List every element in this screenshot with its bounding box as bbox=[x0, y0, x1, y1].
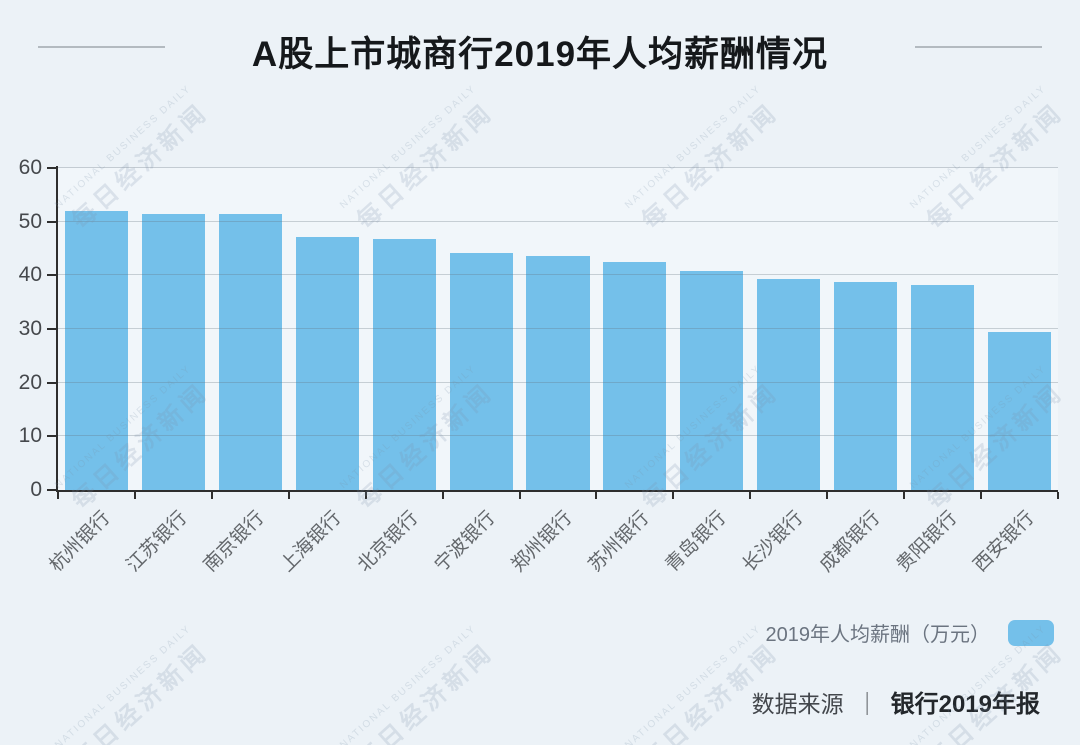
watermark-text-cn: 每日经济新闻 bbox=[67, 638, 215, 745]
bar-slot bbox=[58, 168, 135, 490]
watermark-text-en: NATIONAL BUSINESS DAILY bbox=[623, 622, 764, 745]
x-tick-mark bbox=[441, 492, 444, 499]
y-tick-label: 10 bbox=[18, 424, 42, 448]
y-tick-label: 0 bbox=[30, 478, 42, 501]
source-separator: ｜ bbox=[855, 690, 879, 717]
y-tick-mark bbox=[47, 220, 56, 223]
y-tick-mark bbox=[47, 381, 56, 384]
y-tick-mark bbox=[47, 489, 56, 491]
x-axis-label: 北京银行 bbox=[353, 507, 423, 577]
x-axis-label: 郑州银行 bbox=[507, 507, 577, 577]
y-tick-label: 30 bbox=[18, 317, 42, 340]
bar bbox=[526, 256, 590, 490]
x-axis-label: 宁波银行 bbox=[430, 507, 500, 577]
bar-series bbox=[58, 168, 1058, 490]
source-prefix: 数据来源 bbox=[751, 690, 844, 717]
bar bbox=[834, 281, 898, 490]
title-row: A股上市城商行2019年人均薪酬情况 bbox=[0, 26, 1080, 74]
bar bbox=[64, 210, 128, 490]
bar-slot bbox=[366, 168, 443, 490]
x-tick-mark bbox=[210, 492, 213, 499]
data-source: 数据来源 ｜ 银行2019年报 bbox=[752, 684, 1040, 719]
x-axis-label: 苏州银行 bbox=[584, 507, 654, 577]
bar bbox=[680, 271, 744, 490]
bar-slot bbox=[827, 168, 904, 490]
x-tick-mark bbox=[903, 492, 906, 499]
bar bbox=[295, 237, 359, 490]
x-axis-label: 长沙银行 bbox=[738, 507, 808, 577]
x-tick-mark bbox=[1057, 492, 1059, 499]
x-axis-labels: 杭州银行 江苏银行 南京银行 上海银行 北京银行 宁波银行 郑州银行 苏州银行 青岛银行 长沙银行… bbox=[46, 500, 1058, 600]
bar bbox=[449, 253, 513, 490]
bar-slot bbox=[135, 168, 212, 490]
y-tick-mark bbox=[47, 167, 56, 169]
x-tick-mark bbox=[364, 492, 367, 499]
title-decor-line-left bbox=[38, 46, 165, 48]
bar bbox=[757, 279, 821, 490]
bar-slot bbox=[289, 168, 366, 490]
watermark-text-en: NATIONAL BUSINESS DAILY bbox=[53, 622, 194, 745]
legend-swatch bbox=[1008, 619, 1054, 646]
legend: 2019年人均薪酬（万元） bbox=[765, 618, 1054, 647]
plot-area bbox=[47, 166, 1059, 499]
x-tick-mark bbox=[57, 492, 59, 499]
x-axis-label: 青岛银行 bbox=[661, 507, 731, 577]
bar-slot bbox=[596, 168, 673, 490]
x-axis-label: 成都银行 bbox=[815, 507, 885, 577]
x-axis-label: 西安银行 bbox=[969, 507, 1038, 577]
bar bbox=[218, 214, 282, 490]
x-tick-mark bbox=[749, 492, 752, 499]
x-tick-mark bbox=[980, 492, 983, 499]
title-decor-line-right bbox=[915, 46, 1042, 48]
y-tick-mark bbox=[47, 328, 56, 330]
source-value: 银行2019年报 bbox=[890, 691, 1040, 718]
gridline bbox=[58, 435, 1058, 437]
bar bbox=[603, 261, 667, 490]
y-tick-label: 20 bbox=[18, 370, 42, 394]
watermark-text-cn: 每日经济新闻 bbox=[352, 638, 500, 745]
bar-slot bbox=[750, 168, 827, 490]
legend-label: 2019年人均薪酬（万元） bbox=[765, 624, 991, 646]
bar-slot bbox=[673, 168, 750, 490]
gridline bbox=[58, 381, 1058, 383]
y-tick-mark bbox=[47, 274, 56, 277]
y-tick-label: 40 bbox=[18, 263, 42, 287]
bar-slot bbox=[443, 168, 520, 490]
y-axis-line bbox=[56, 166, 58, 492]
y-tick-label: 50 bbox=[18, 209, 42, 233]
x-axis-label: 杭州银行 bbox=[46, 507, 115, 577]
x-axis-label: 江苏银行 bbox=[123, 507, 192, 577]
x-axis-label: 上海银行 bbox=[277, 507, 346, 577]
watermark-text-en: NATIONAL BUSINESS DAILY bbox=[338, 622, 479, 745]
bar bbox=[372, 238, 436, 490]
x-tick-mark bbox=[672, 492, 675, 499]
bar-slot bbox=[904, 168, 981, 490]
x-tick-mark bbox=[826, 492, 829, 499]
x-tick-mark bbox=[287, 492, 290, 499]
y-tick-label: 60 bbox=[18, 156, 42, 179]
watermark: NATIONAL BUSINESS DAILY 每日经济新闻 bbox=[53, 623, 217, 745]
x-axis-label: 南京银行 bbox=[200, 507, 269, 577]
page-title: A股上市城商行2019年人均薪酬情况 bbox=[251, 35, 829, 74]
x-axis-line bbox=[56, 490, 1058, 492]
x-axis-label: 贵阳银行 bbox=[892, 507, 962, 577]
y-tick-mark bbox=[47, 435, 56, 438]
x-tick-mark bbox=[133, 492, 136, 499]
bar bbox=[911, 285, 975, 490]
gridline bbox=[58, 167, 1058, 168]
x-tick-mark bbox=[518, 492, 521, 499]
bar bbox=[141, 214, 205, 490]
x-tick-mark bbox=[595, 492, 598, 499]
watermark: NATIONAL BUSINESS DAILY 每日经济新闻 bbox=[338, 623, 502, 745]
y-axis-labels: 0 10 20 30 40 50 60 bbox=[0, 156, 42, 501]
gridline bbox=[58, 220, 1058, 222]
bar-slot bbox=[981, 168, 1058, 490]
gridline bbox=[58, 274, 1058, 276]
bar-slot bbox=[520, 168, 597, 490]
bar-slot bbox=[212, 168, 289, 490]
gridline bbox=[58, 328, 1058, 329]
bar bbox=[987, 331, 1052, 490]
